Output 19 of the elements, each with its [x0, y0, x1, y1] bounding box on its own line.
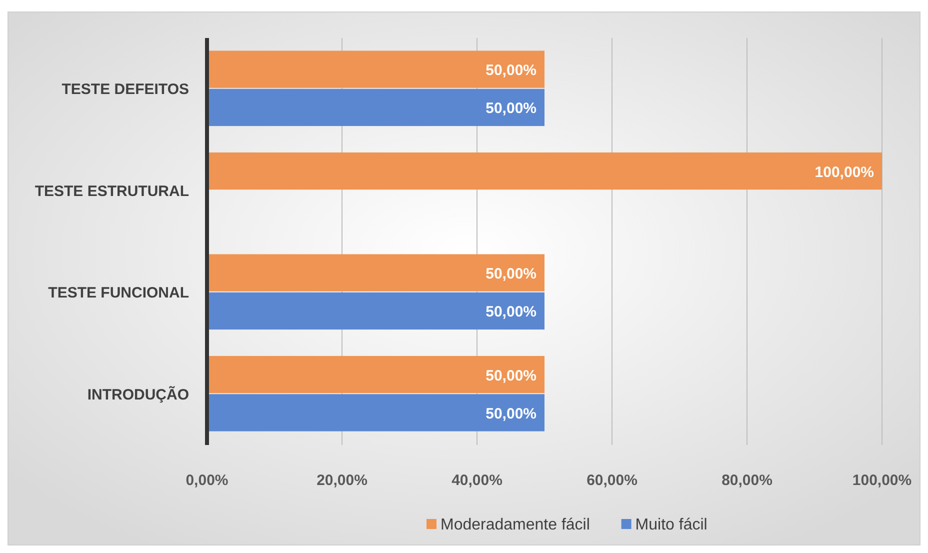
data-label: 50,00% — [486, 100, 536, 118]
data-label: 50,00% — [486, 62, 536, 80]
data-label: 50,00% — [486, 266, 536, 283]
legend-label: Moderadamente fácil — [440, 516, 590, 534]
x-tick-label: 20,00% — [316, 472, 368, 489]
y-tick-label: TESTE DEFEITOS — [62, 81, 189, 98]
data-label: 50,00% — [486, 405, 536, 422]
data-label: 100,00% — [814, 164, 874, 181]
y-tick-label: TESTE ESTRUTURAL — [34, 182, 189, 200]
data-label: 50,00% — [486, 304, 536, 321]
x-tick-label: 0,00% — [186, 472, 228, 489]
data-label: 50,00% — [486, 367, 536, 384]
x-tick-label: 40,00% — [452, 472, 502, 489]
x-tick-label: 60,00% — [586, 472, 638, 489]
y-tick-label: TESTE FUNCIONAL — [48, 284, 189, 302]
y-tick-label: INTRODUÇÃO — [87, 385, 190, 404]
x-tick-label: 80,00% — [722, 472, 772, 489]
x-tick-label: 100,00% — [852, 472, 912, 489]
legend-label: Muito fácil — [635, 516, 708, 534]
